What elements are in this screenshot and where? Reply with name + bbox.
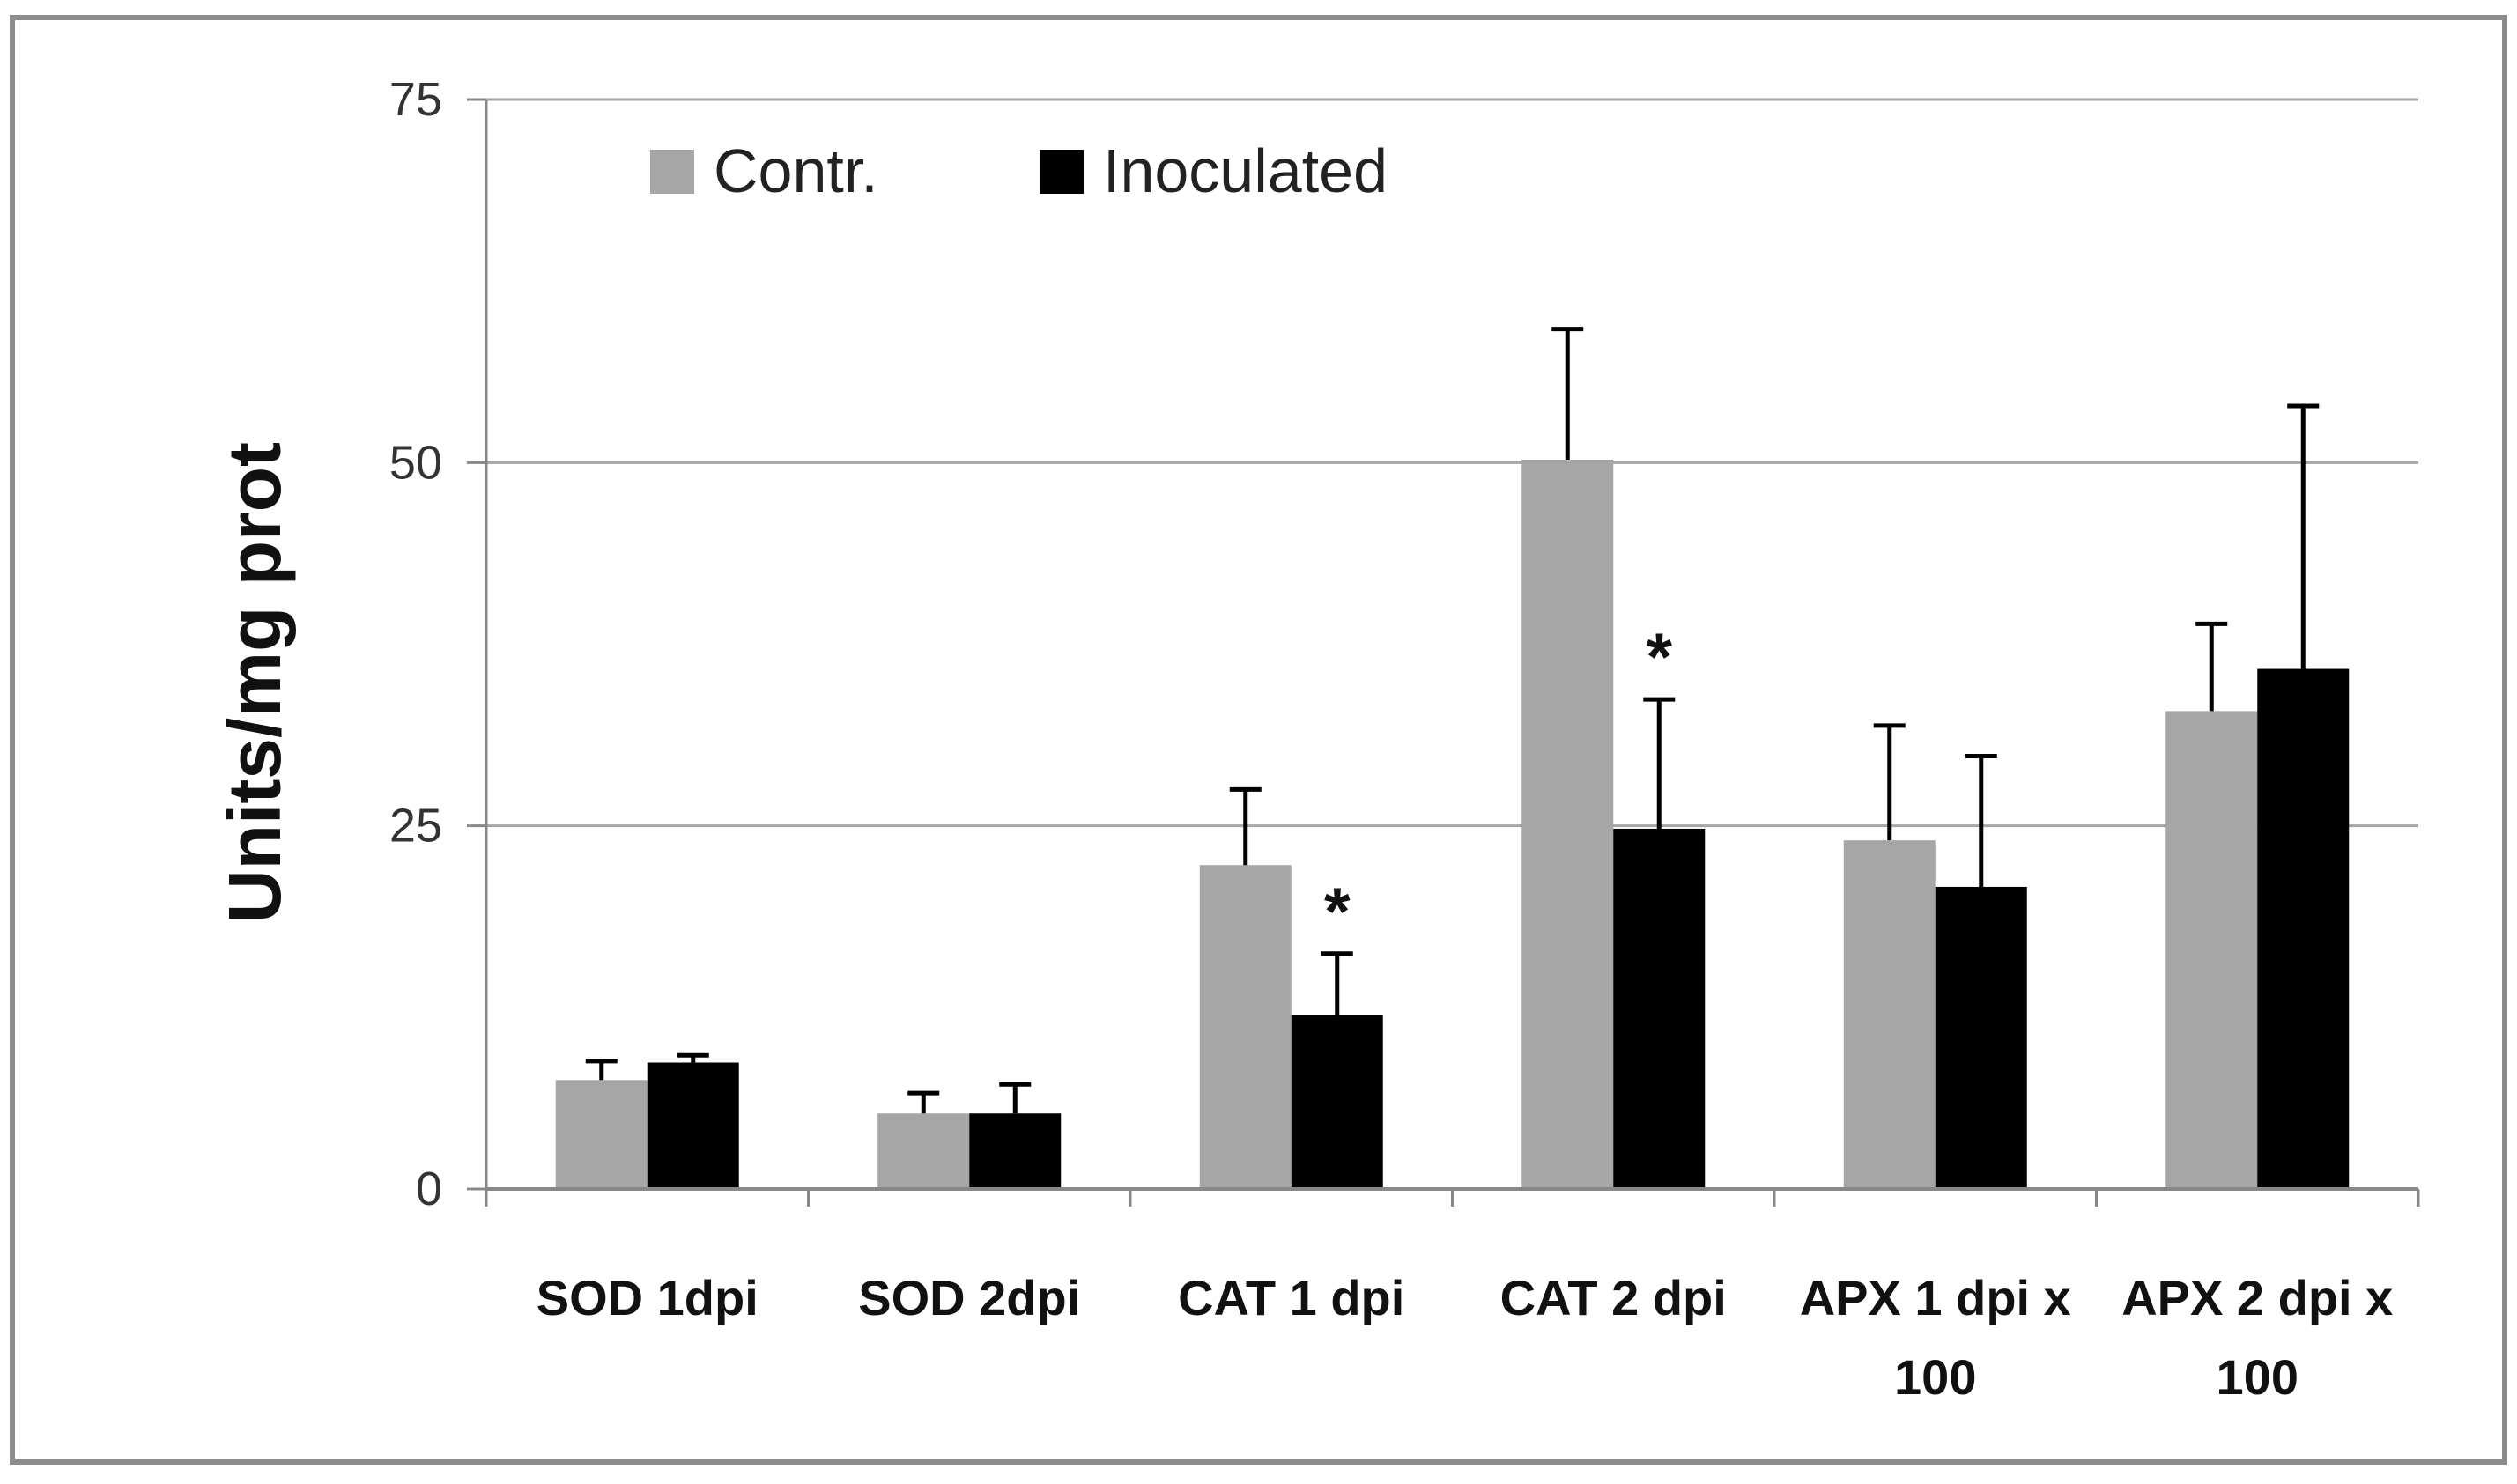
legend: Contr. Inoculated bbox=[650, 137, 1388, 205]
significance-marker: * bbox=[1646, 620, 1672, 695]
y-tick-label: 0 bbox=[416, 1163, 442, 1215]
y-tick-label: 75 bbox=[389, 73, 442, 126]
chart-border bbox=[10, 15, 2507, 1465]
legend-swatch-inoculated bbox=[1040, 150, 1084, 194]
bars bbox=[555, 460, 2350, 1189]
bar-inoculated bbox=[1935, 886, 2027, 1189]
bar-inoculated bbox=[2257, 668, 2350, 1189]
gridlines bbox=[486, 98, 2418, 828]
axes bbox=[467, 98, 2420, 1207]
bar-contr bbox=[2165, 711, 2258, 1189]
bar-inoculated bbox=[969, 1113, 1062, 1189]
y-axis-title: Units/mg prot bbox=[213, 442, 296, 923]
legend-label-inoculated: Inoculated bbox=[1103, 137, 1388, 205]
y-tick-label: 50 bbox=[389, 436, 442, 489]
bar-contr bbox=[1843, 840, 1936, 1189]
x-category-label: APX 1 dpi x bbox=[1800, 1270, 2071, 1325]
x-category-label: SOD 1dpi bbox=[537, 1270, 759, 1325]
bar-inoculated bbox=[1613, 828, 1706, 1189]
bar-inoculated bbox=[647, 1062, 739, 1189]
y-tick-label: 25 bbox=[389, 800, 442, 853]
x-category-label: CAT 1 dpi bbox=[1178, 1270, 1404, 1325]
x-category-label: 100 bbox=[1894, 1349, 1976, 1405]
axis-labels: 0 25 50 75 SOD 1dpi SOD 2dpi CAT 1 dpi CAT 2 dp… bbox=[389, 73, 2393, 1405]
x-category-label: APX 2 dpi x bbox=[2121, 1270, 2393, 1325]
bar-contr bbox=[1199, 865, 1292, 1189]
significance-marker: * bbox=[1324, 875, 1351, 949]
x-category-label: 100 bbox=[2217, 1349, 2299, 1405]
legend-swatch-contr bbox=[650, 150, 694, 194]
bar-inoculated bbox=[1291, 1015, 1383, 1189]
x-category-label: SOD 2dpi bbox=[858, 1270, 1080, 1325]
bar-contr bbox=[877, 1113, 970, 1189]
error-bars bbox=[585, 327, 2320, 1114]
bar-contr bbox=[1521, 460, 1614, 1189]
legend-label-contr: Contr. bbox=[714, 137, 878, 205]
bar-contr bbox=[555, 1080, 648, 1189]
x-category-label: CAT 2 dpi bbox=[1500, 1270, 1727, 1325]
annotations: ** bbox=[1324, 620, 1673, 949]
